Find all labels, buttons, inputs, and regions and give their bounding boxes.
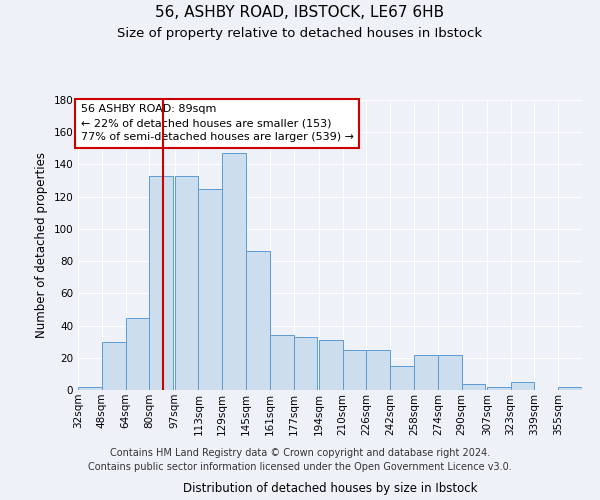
Bar bbox=[175, 176, 199, 390]
Bar bbox=[367, 350, 390, 390]
Bar bbox=[102, 342, 125, 390]
Text: 56 ASHBY ROAD: 89sqm
← 22% of detached houses are smaller (153)
77% of semi-deta: 56 ASHBY ROAD: 89sqm ← 22% of detached h… bbox=[80, 104, 353, 142]
Bar bbox=[511, 382, 535, 390]
Bar bbox=[558, 387, 582, 390]
Bar bbox=[487, 387, 511, 390]
Bar bbox=[414, 354, 438, 390]
Text: Distribution of detached houses by size in Ibstock: Distribution of detached houses by size … bbox=[183, 482, 477, 495]
Bar bbox=[270, 335, 293, 390]
Bar bbox=[125, 318, 149, 390]
Bar bbox=[199, 188, 222, 390]
Bar bbox=[78, 387, 102, 390]
Bar bbox=[246, 252, 270, 390]
Bar bbox=[319, 340, 343, 390]
Bar bbox=[149, 176, 173, 390]
Text: 56, ASHBY ROAD, IBSTOCK, LE67 6HB: 56, ASHBY ROAD, IBSTOCK, LE67 6HB bbox=[155, 5, 445, 20]
Bar bbox=[461, 384, 485, 390]
Text: Contains HM Land Registry data © Crown copyright and database right 2024.: Contains HM Land Registry data © Crown c… bbox=[110, 448, 490, 458]
Bar bbox=[343, 350, 367, 390]
Text: Size of property relative to detached houses in Ibstock: Size of property relative to detached ho… bbox=[118, 28, 482, 40]
Y-axis label: Number of detached properties: Number of detached properties bbox=[35, 152, 48, 338]
Bar bbox=[390, 366, 414, 390]
Text: Contains public sector information licensed under the Open Government Licence v3: Contains public sector information licen… bbox=[88, 462, 512, 472]
Bar bbox=[438, 354, 461, 390]
Bar bbox=[293, 337, 317, 390]
Bar bbox=[222, 153, 246, 390]
